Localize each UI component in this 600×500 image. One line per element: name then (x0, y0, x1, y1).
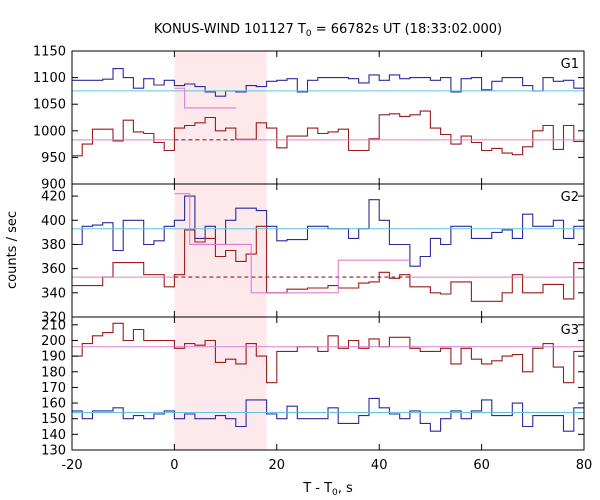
y-tick-label: 190 (41, 350, 66, 365)
chart-title: KONUS-WIND 101127 T0 = 66782s UT (18:33:… (154, 22, 502, 39)
series-red-g2 (72, 225, 584, 302)
panel-label: G1 (561, 57, 579, 72)
shade-interval (174, 184, 267, 317)
shade-interval (174, 317, 267, 450)
fit-step-g1 (174, 87, 236, 109)
x-tick-label: 80 (576, 458, 593, 473)
panel-label: G2 (561, 190, 579, 205)
y-tick-label: 1100 (33, 71, 66, 86)
panel-frame (71, 316, 585, 451)
series-blue-g1 (72, 68, 584, 97)
y-tick-label: 140 (41, 428, 66, 443)
y-tick-label: 1000 (33, 124, 66, 139)
y-tick-label: 380 (41, 238, 66, 253)
y-tick-label: 420 (41, 190, 66, 205)
x-tick-label: 60 (473, 458, 490, 473)
x-tick-label: 40 (371, 458, 388, 473)
series-red-g1 (72, 110, 584, 157)
x-axis-label-sub: 0 (332, 488, 338, 498)
chart-title-sub: 0 (306, 29, 312, 39)
chart-title-main: KONUS-WIND 101127 T (154, 22, 306, 37)
series-red-g3 (72, 322, 584, 384)
y-tick-label: 340 (41, 286, 66, 301)
x-axis-label-rest: , s (338, 481, 353, 496)
y-axis-label: counts / sec (5, 211, 20, 289)
series-blue-g2 (72, 195, 584, 267)
panel-g2: 320 340 360 380 400 420 G2 (41, 183, 585, 326)
x-tick-label: 20 (269, 458, 286, 473)
panels-group: 9009501000105011001150G13203403603804004… (33, 45, 592, 474)
y-tick-label: 400 (41, 214, 66, 229)
y-tick-label: 180 (41, 365, 66, 380)
y-tick-label: 150 (41, 412, 66, 427)
y-tick-label: 320 (41, 311, 66, 326)
chart-title-rest: = 66782s UT (18:33:02.000) (312, 22, 502, 37)
y-tick-label: 360 (41, 262, 66, 277)
panel-frame (71, 183, 585, 318)
y-tick-label: 210 (41, 318, 66, 333)
y-tick-label: 1050 (33, 98, 66, 113)
y-tick-label: 1150 (33, 45, 66, 60)
y-tick-label: 170 (41, 381, 66, 396)
x-tick-label: -20 (61, 458, 82, 473)
x-tick-label: 0 (170, 458, 178, 473)
y-tick-label: 130 (41, 444, 66, 459)
panel-label: G3 (561, 323, 579, 338)
shade-interval (174, 51, 267, 184)
x-axis-label-main: T - T (302, 481, 332, 496)
y-tick-label: 160 (41, 397, 66, 412)
panel-frame (71, 50, 585, 185)
fit-step-g2 (174, 193, 410, 294)
x-axis-label: T - T0, s (302, 481, 353, 498)
panel-g1: 900 950 1000 1050 1100 1150 G1 (33, 45, 585, 193)
x-tick-labels: -20 0 20 40 60 80 (61, 458, 592, 473)
y-tick-label: 950 (41, 151, 66, 166)
y-tick-label: 200 (41, 334, 66, 349)
y-tick-label: 900 (41, 178, 66, 193)
series-blue-g3 (72, 397, 584, 432)
